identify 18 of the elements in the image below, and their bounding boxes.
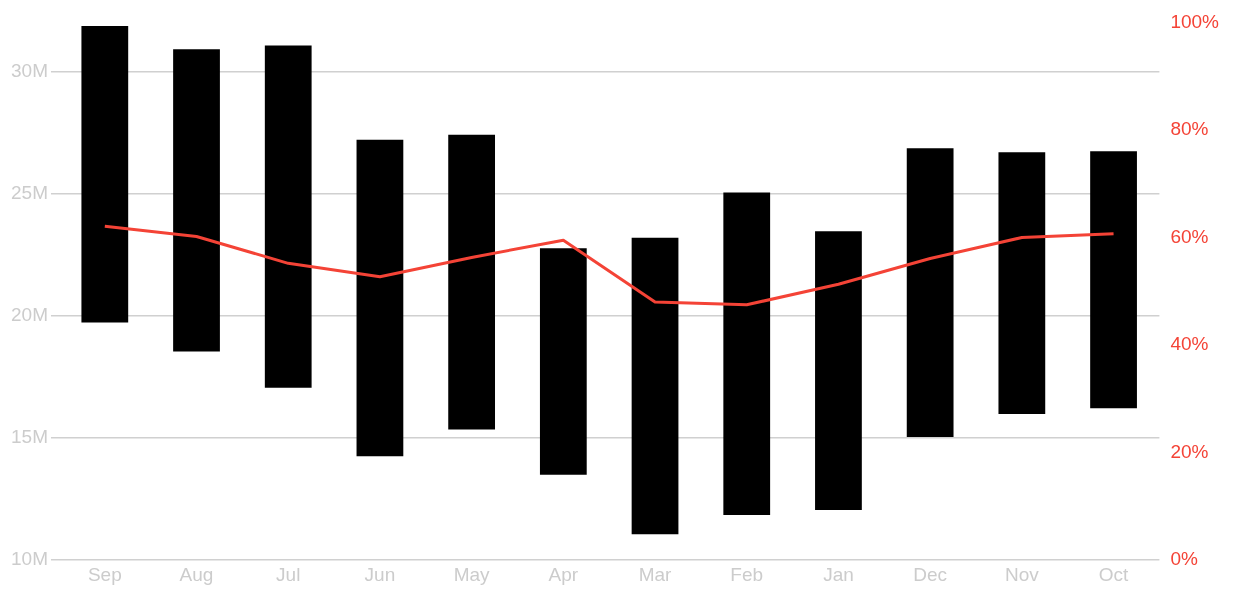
bar — [998, 152, 1046, 415]
y2-tick-label: 40% — [1170, 333, 1209, 355]
bar — [1090, 151, 1137, 409]
y2-tick-label: 0% — [1170, 548, 1198, 570]
y2-tick-label: 20% — [1170, 440, 1209, 462]
bar — [906, 148, 954, 437]
bar — [631, 237, 679, 535]
bar — [539, 248, 587, 475]
bar — [723, 192, 771, 515]
y2-tick-label: 60% — [1170, 225, 1209, 247]
bar — [356, 139, 404, 457]
bar — [81, 26, 129, 323]
bar — [815, 231, 862, 511]
bar — [173, 49, 220, 352]
y2-tick-label: 80% — [1170, 118, 1209, 140]
y2-tick-label: 100% — [1170, 10, 1220, 32]
bar — [448, 134, 496, 430]
bar — [264, 45, 312, 388]
